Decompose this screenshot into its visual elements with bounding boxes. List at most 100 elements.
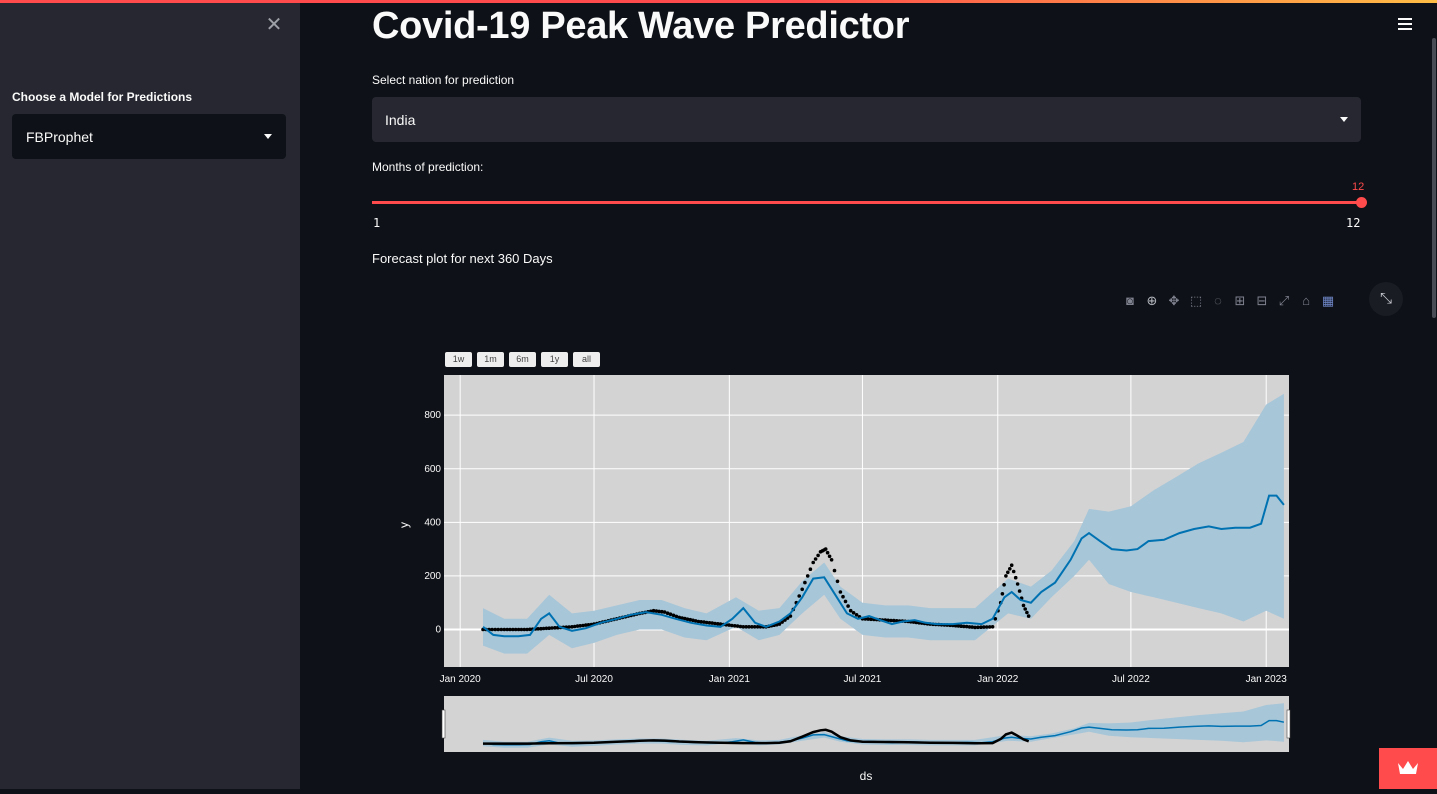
observed-point [685, 617, 690, 621]
model-select[interactable]: FBProphet [12, 114, 286, 159]
pan-icon[interactable]: ✥ [1168, 293, 1180, 308]
observed-point [829, 558, 834, 562]
range-button-1m[interactable]: 1m [477, 352, 504, 367]
observed-point [1006, 570, 1010, 575]
observed-point [752, 625, 757, 629]
months-slider-track[interactable] [372, 201, 1361, 204]
observed-point [993, 617, 998, 621]
zoom-icon[interactable]: ⊕ [1146, 293, 1158, 308]
crown-icon[interactable] [1379, 748, 1437, 789]
range-slider-right-handle[interactable] [1286, 709, 1291, 739]
scrollbar[interactable] [1432, 38, 1436, 318]
page-title: Covid-19 Peak Wave Predictor [372, 5, 910, 47]
observed-point [570, 625, 574, 629]
observed-point [519, 627, 524, 632]
x-tick-label: Jan 2023 [1246, 674, 1288, 685]
range-button-1w[interactable]: 1w [445, 352, 472, 367]
camera-icon[interactable]: ◙ [1126, 293, 1134, 308]
months-slider-thumb[interactable] [1356, 197, 1367, 208]
observed-point [727, 623, 731, 627]
observed-point [838, 590, 843, 594]
observed-point [567, 625, 571, 629]
observed-point [854, 613, 859, 617]
close-sidebar-icon[interactable]: ✕ [265, 14, 283, 36]
model-select-label: Choose a Model for Predictions [12, 90, 193, 104]
observed-point [522, 627, 527, 632]
observed-point [665, 611, 670, 615]
zoom-out-icon[interactable]: ⊟ [1256, 293, 1268, 308]
observed-point [584, 623, 588, 627]
observed-point [541, 626, 546, 631]
observed-point [572, 624, 577, 629]
observed-point [1015, 582, 1020, 586]
lasso-icon[interactable]: ◌ [1214, 293, 1222, 308]
observed-point [511, 627, 515, 632]
observed-point [987, 625, 992, 629]
observed-point [553, 626, 557, 630]
sidebar: ✕ Choose a Model for Predictions FBProph… [0, 0, 300, 789]
observed-point [651, 608, 656, 613]
range-button-6m[interactable]: 6m [509, 352, 536, 367]
plotly-logo-icon[interactable]: ▦ [1321, 293, 1335, 308]
slider-max-label: 12 [1346, 216, 1361, 230]
range-button-1y[interactable]: 1y [541, 352, 568, 367]
fullscreen-icon[interactable]: ⤡ [1369, 282, 1403, 316]
observed-point [660, 609, 664, 614]
observed-point [499, 627, 504, 632]
observed-point [869, 617, 873, 622]
observed-point [979, 625, 983, 629]
observed-point [1026, 614, 1031, 618]
observed-point [1011, 569, 1016, 574]
observed-point [713, 621, 717, 626]
zoom-in-icon[interactable]: ⊞ [1234, 293, 1246, 308]
observed-point [744, 625, 748, 629]
top-decoration-bar [0, 0, 1437, 3]
observed-point [730, 623, 734, 628]
x-tick-label: Jul 2020 [575, 674, 613, 685]
observed-point [657, 609, 661, 614]
observed-point [654, 609, 659, 613]
observed-point [866, 617, 870, 621]
observed-point [827, 554, 832, 559]
observed-point [846, 604, 850, 608]
observed-point [516, 627, 521, 632]
range-selector: 1w 1m 6m 1y all [445, 352, 600, 367]
observed-point [967, 625, 972, 629]
observed-point [544, 626, 549, 631]
observed-point [716, 622, 720, 626]
x-tick-label: Jul 2021 [844, 674, 882, 685]
nation-select[interactable]: India [372, 97, 1361, 142]
observed-point [811, 560, 815, 565]
observed-point [539, 626, 543, 631]
observed-point [683, 616, 687, 621]
observed-point [886, 618, 890, 623]
box-select-icon[interactable]: ⬚ [1189, 293, 1203, 308]
forecast-line [482, 494, 1285, 638]
observed-point [747, 625, 751, 629]
observed-point [513, 627, 518, 632]
observed-point [800, 587, 804, 592]
range-button-all[interactable]: all [573, 352, 600, 367]
observed-point [797, 594, 801, 598]
range-slider-observed [483, 728, 1030, 745]
slider-min-label: 1 [373, 216, 381, 230]
observed-point [777, 622, 782, 626]
forecast-chart[interactable]: Jan 2020 Jul 2020 Jan 2021 Jul 2021 Jan 2022… [380, 365, 1310, 785]
x-tick-label: Jan 2020 [440, 674, 482, 685]
observed-point [843, 599, 848, 604]
x-tick-label: Jul 2022 [1112, 674, 1150, 685]
observed-point [536, 627, 540, 631]
x-tick-label: Jan 2021 [709, 674, 751, 685]
observed-point [677, 615, 682, 620]
observed-point [1017, 589, 1022, 593]
observed-point [581, 623, 585, 628]
observed-point [550, 626, 554, 630]
hamburger-menu-icon[interactable] [1398, 18, 1412, 32]
reset-axes-icon[interactable]: ⌂ [1302, 293, 1310, 308]
observed-point [808, 567, 813, 571]
observed-point [1009, 563, 1014, 567]
autoscale-icon[interactable]: ⤢ [1278, 293, 1290, 308]
x-tick-label: Jan 2022 [977, 674, 1019, 685]
observed-point [825, 550, 830, 555]
range-slider-left-handle[interactable] [441, 709, 446, 739]
